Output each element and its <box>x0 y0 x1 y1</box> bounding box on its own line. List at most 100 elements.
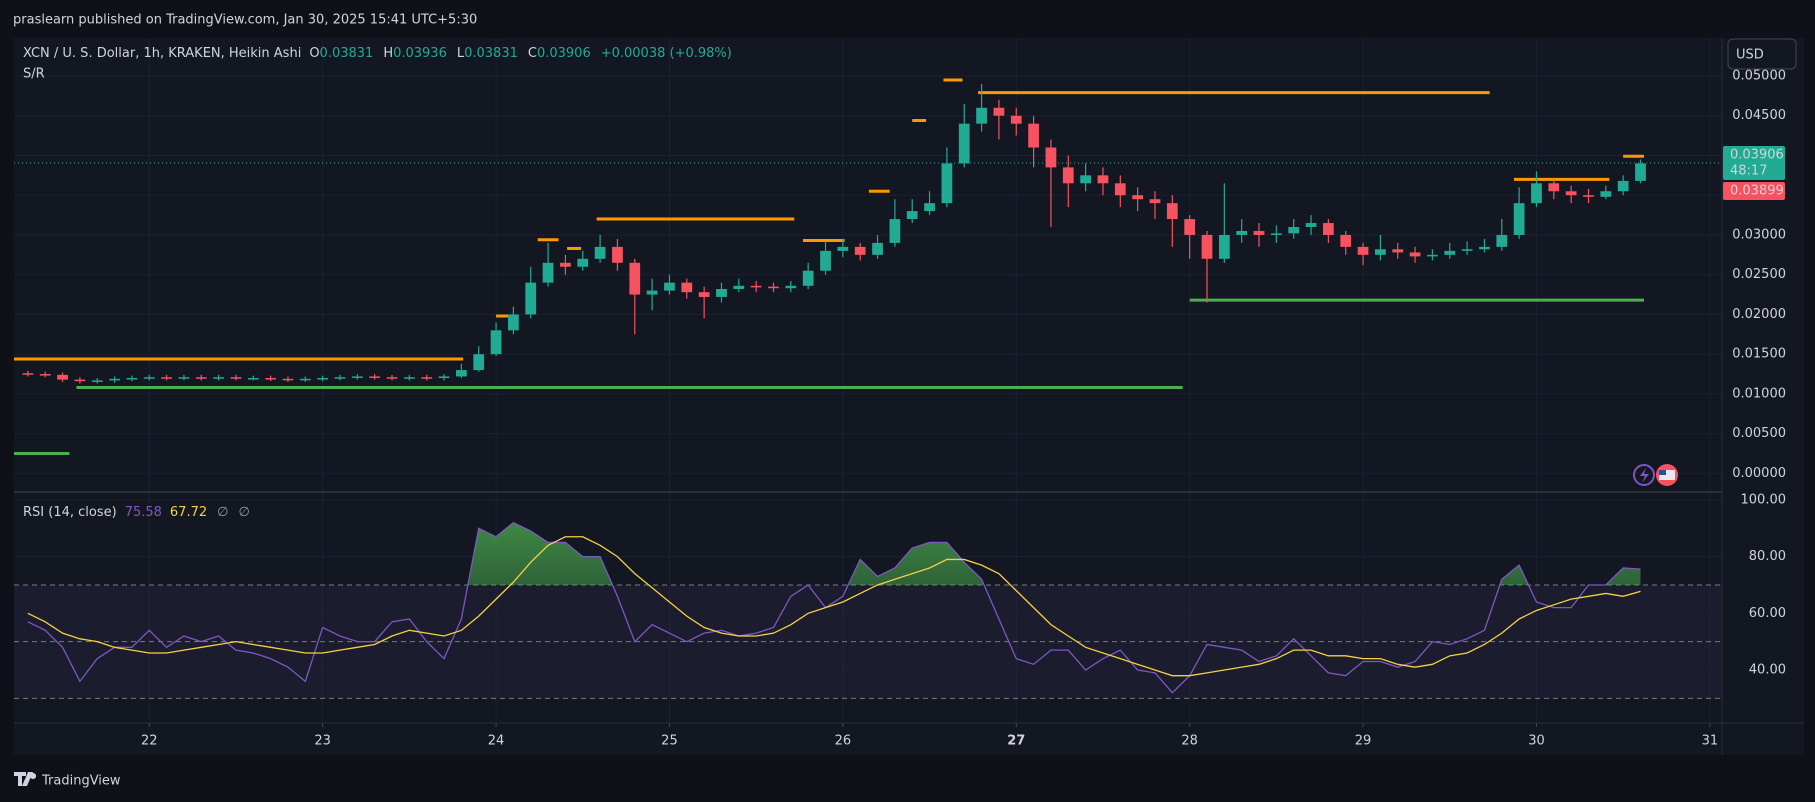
flag-icon-canton <box>1659 470 1666 475</box>
candle-body <box>854 246 866 255</box>
candle-body <box>924 203 935 212</box>
candle-body <box>386 377 398 379</box>
x-tick-label: 24 <box>488 734 505 749</box>
x-tick-label: 27 <box>1007 734 1025 749</box>
candle-body <box>1461 249 1473 251</box>
candle-body <box>906 211 918 220</box>
o-key: O <box>309 46 319 61</box>
countdown-label: 48:17 <box>1730 163 1767 178</box>
candle-body <box>1565 191 1577 196</box>
candle-body <box>1270 233 1282 235</box>
candle-body <box>525 282 537 315</box>
candle-body <box>1184 219 1196 235</box>
candle-body <box>438 376 450 379</box>
candle-body <box>872 242 883 255</box>
candle-body <box>750 285 762 288</box>
prev-close-label: 0.03899 <box>1730 183 1784 198</box>
candle-body <box>1427 254 1438 257</box>
candle-body <box>733 285 745 290</box>
candle-body <box>1409 252 1421 257</box>
change: +0.00038 (+0.98%) <box>601 46 732 61</box>
candle-body <box>1340 234 1352 247</box>
candle-body <box>837 246 849 251</box>
candle-body <box>629 262 641 295</box>
candle-body <box>126 378 138 380</box>
candle-body <box>958 123 970 164</box>
candle-body <box>57 374 68 380</box>
candle-body <box>143 377 155 379</box>
candle-body <box>1357 246 1369 255</box>
candle-body <box>39 374 51 376</box>
candle-body <box>1305 223 1317 228</box>
rsi-pane <box>14 492 1722 723</box>
candle-body <box>1028 123 1039 148</box>
candle-body <box>698 292 710 297</box>
candle-body <box>109 378 120 381</box>
candle-body <box>74 379 86 382</box>
candle-body <box>1132 195 1144 200</box>
rsi-tick-label: 60.00 <box>1749 606 1786 621</box>
candle-body <box>213 377 224 379</box>
rsi-legend: RSI (14, close) 75.58 67.72 ∅ ∅ <box>23 505 250 520</box>
candle-body <box>473 354 485 371</box>
event-icon-bolt <box>1640 468 1649 483</box>
candle-body <box>1375 249 1386 255</box>
candle-body <box>768 286 779 289</box>
candle-body <box>1097 175 1109 184</box>
candle-body <box>646 290 658 295</box>
candle-body <box>1062 167 1074 184</box>
candle-body <box>542 262 554 283</box>
candle-body <box>1479 246 1490 250</box>
y-tick-label: 0.01000 <box>1732 386 1786 401</box>
candle-body <box>1218 234 1230 259</box>
currency-button[interactable] <box>1727 38 1797 70</box>
candle-body <box>299 378 311 381</box>
candle-body <box>993 107 1005 116</box>
x-tick-label: 31 <box>1702 734 1719 749</box>
candle-body <box>1531 183 1542 204</box>
candle-body <box>1323 223 1334 235</box>
x-tick-label: 28 <box>1181 734 1198 749</box>
y-tick-label: 0.01500 <box>1732 347 1786 362</box>
x-tick-label: 29 <box>1355 734 1372 749</box>
candle-body <box>369 376 381 378</box>
y-tick-label: 0.02000 <box>1732 307 1786 322</box>
candle-body <box>1600 191 1612 197</box>
candle-body <box>161 377 172 379</box>
candle-body <box>577 258 589 267</box>
rsi-tick-label: 100.00 <box>1741 492 1787 507</box>
candle-body <box>265 378 277 380</box>
y-tick-label: 0.00000 <box>1732 466 1786 481</box>
candle-body <box>1392 249 1404 253</box>
rsi-label: RSI (14, close) <box>23 505 117 520</box>
candle-body <box>508 314 519 331</box>
rsi-ma-line <box>27 536 1641 677</box>
symbol-legend: XCN / U. S. Dollar, 1h, KRAKEN, Heikin A… <box>23 46 732 61</box>
c-value: 0.03906 <box>537 46 591 61</box>
c-key: C <box>528 46 537 61</box>
candle-body <box>1045 147 1057 168</box>
last-price-box <box>1723 145 1785 180</box>
indicator-legend: S/R <box>23 67 45 82</box>
rsi-ma-value: 67.72 <box>170 505 207 520</box>
candle-body <box>334 377 346 379</box>
candle-body <box>1496 234 1508 247</box>
symbol: XCN / U. S. Dollar, 1h, KRAKEN, Heikin A… <box>23 46 301 61</box>
candle-body <box>1080 175 1091 184</box>
currency[interactable]: USD <box>1736 48 1764 63</box>
candle-body <box>1583 195 1594 197</box>
candle-body <box>1114 183 1126 196</box>
x-tick-label: 26 <box>835 734 852 749</box>
event-icon[interactable] <box>1633 464 1655 486</box>
candle-body <box>1166 203 1178 220</box>
candle-body <box>490 330 502 355</box>
o-value: 0.03831 <box>320 46 374 61</box>
y-tick-label: 0.00500 <box>1732 426 1786 441</box>
rsi-line <box>27 521 1641 694</box>
y-tick-label: 0.03000 <box>1732 227 1786 242</box>
candle-body <box>351 376 363 378</box>
candle-body <box>594 246 606 259</box>
candle-body <box>1444 250 1456 255</box>
candle-body <box>612 246 623 263</box>
